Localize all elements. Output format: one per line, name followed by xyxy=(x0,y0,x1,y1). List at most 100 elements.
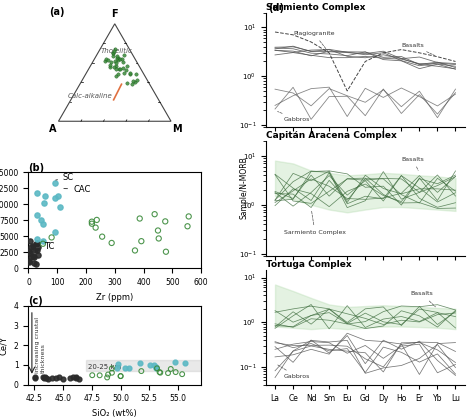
Point xyxy=(34,235,41,242)
Point xyxy=(117,373,125,380)
Point xyxy=(51,229,59,235)
Text: Capitán Aracena Complex: Capitán Aracena Complex xyxy=(266,131,397,140)
Point xyxy=(164,370,172,377)
Point xyxy=(128,81,136,87)
Point xyxy=(109,49,117,56)
Point xyxy=(127,70,134,76)
Point xyxy=(112,66,120,72)
Point xyxy=(41,193,48,199)
Point xyxy=(59,376,67,382)
Y-axis label: Ce/Y: Ce/Y xyxy=(0,336,8,355)
Point xyxy=(73,375,80,381)
Point xyxy=(38,216,46,223)
Text: Basalts: Basalts xyxy=(410,291,436,307)
Point xyxy=(30,254,37,260)
Point xyxy=(137,238,145,245)
Point xyxy=(96,372,103,379)
Point xyxy=(45,375,52,382)
Text: TC: TC xyxy=(36,242,55,251)
Text: Basalts: Basalts xyxy=(401,157,424,171)
Text: CAC: CAC xyxy=(63,185,91,194)
Point xyxy=(155,235,163,242)
Point xyxy=(125,365,133,372)
Point xyxy=(182,360,189,367)
Text: (b): (b) xyxy=(28,163,45,173)
Point xyxy=(32,241,40,247)
X-axis label: Zr (ppm): Zr (ppm) xyxy=(96,293,133,302)
Text: SC: SC xyxy=(56,173,74,182)
Point xyxy=(122,67,130,74)
Text: 20-25 km: 20-25 km xyxy=(88,364,121,370)
Point xyxy=(110,47,118,54)
Point xyxy=(39,374,47,381)
Point xyxy=(114,71,121,77)
Point xyxy=(121,364,129,371)
Point xyxy=(34,252,41,258)
Point xyxy=(136,359,144,366)
Text: A: A xyxy=(49,123,56,133)
Point xyxy=(101,57,109,64)
Text: (c): (c) xyxy=(28,296,43,306)
Point xyxy=(108,370,116,376)
Point xyxy=(27,243,35,250)
Point xyxy=(152,364,159,371)
Point xyxy=(104,371,112,378)
Point xyxy=(114,53,121,59)
Point xyxy=(31,374,38,381)
Point xyxy=(108,240,116,246)
Text: Plagiogranite: Plagiogranite xyxy=(293,31,335,51)
Point xyxy=(131,78,139,85)
Point xyxy=(26,248,33,255)
Point xyxy=(134,76,141,83)
Point xyxy=(26,258,33,265)
Text: (d): (d) xyxy=(268,3,284,13)
Point xyxy=(184,223,191,229)
Point xyxy=(34,244,42,250)
Point xyxy=(119,65,127,71)
Text: F: F xyxy=(111,9,118,19)
Point xyxy=(109,49,117,56)
Point xyxy=(171,359,179,365)
Point xyxy=(131,247,139,254)
Point xyxy=(106,61,114,68)
Text: Gabbros: Gabbros xyxy=(278,112,310,122)
Point xyxy=(162,218,169,225)
Point xyxy=(116,66,124,72)
Point xyxy=(31,374,38,381)
Point xyxy=(108,365,116,372)
Point xyxy=(25,259,33,266)
Point xyxy=(178,371,186,377)
Point xyxy=(150,362,157,369)
Text: Sarmiento Complex: Sarmiento Complex xyxy=(266,3,365,12)
Point xyxy=(39,240,47,247)
Text: Tortuga Complex: Tortuga Complex xyxy=(266,260,352,269)
Point xyxy=(172,369,180,375)
Point xyxy=(151,211,158,217)
Point xyxy=(113,365,121,372)
Text: Calc-alkaline: Calc-alkaline xyxy=(68,94,112,99)
Point xyxy=(48,374,55,381)
Point xyxy=(27,254,35,260)
Point xyxy=(102,55,110,62)
Point xyxy=(104,56,111,63)
Point xyxy=(156,369,164,375)
Point xyxy=(29,253,37,260)
Point xyxy=(162,248,170,255)
Point xyxy=(42,375,49,382)
Point xyxy=(115,361,122,367)
Point xyxy=(98,233,106,240)
Text: M: M xyxy=(172,123,182,133)
Point xyxy=(120,69,128,76)
Point xyxy=(40,200,48,206)
Point xyxy=(69,373,77,380)
Text: Tholeiitic: Tholeiitic xyxy=(101,48,133,54)
Text: Sample/N-MORB: Sample/N-MORB xyxy=(240,157,248,219)
Point xyxy=(31,247,39,253)
Text: increasing crustal
thickness: increasing crustal thickness xyxy=(36,317,46,373)
Point xyxy=(123,63,131,69)
Point xyxy=(116,66,123,72)
Point xyxy=(120,51,128,58)
Point xyxy=(112,63,120,70)
Point xyxy=(89,372,96,379)
Point xyxy=(185,213,192,220)
